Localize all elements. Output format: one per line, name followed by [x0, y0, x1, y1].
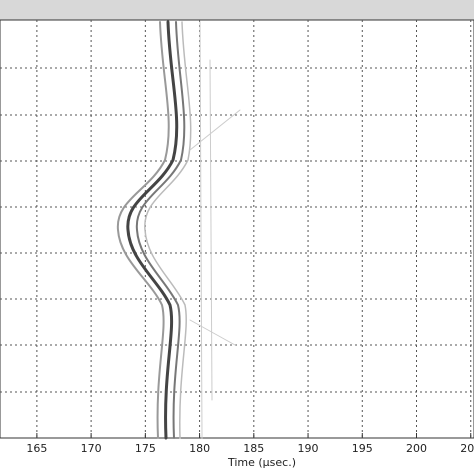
wave-trace — [135, 21, 186, 439]
x-tick-label: 205 — [460, 442, 474, 455]
wave-trace — [189, 21, 241, 439]
plot-area — [0, 19, 474, 439]
x-tick-label: 170 — [81, 442, 102, 455]
x-tick-label: 175 — [135, 442, 156, 455]
x-tick-label: 200 — [406, 442, 427, 455]
top-strip — [0, 0, 474, 20]
wave-trace — [144, 21, 192, 439]
x-tick-label: 180 — [189, 442, 210, 455]
x-tick-label: 195 — [352, 442, 373, 455]
x-tick-label: 185 — [243, 442, 264, 455]
x-tick-label: 190 — [298, 442, 319, 455]
row-grid — [0, 67, 474, 393]
signal-image — [116, 20, 241, 440]
wave-trace — [126, 20, 179, 440]
x-axis-label: Time (μsec.) — [227, 456, 296, 469]
x-tick-label: 165 — [26, 442, 47, 455]
wave-trace — [116, 21, 170, 439]
